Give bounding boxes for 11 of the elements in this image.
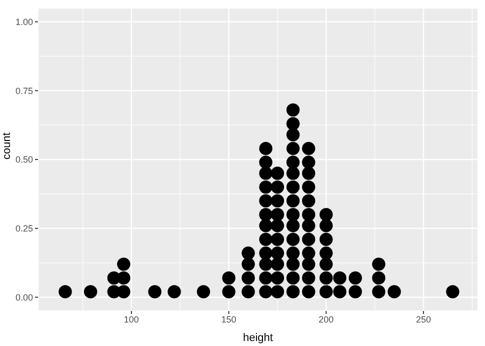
x-tick-label: 200 (318, 314, 334, 324)
x-axis-title: height (243, 332, 273, 344)
x-tick-label: 100 (124, 314, 139, 324)
y-tick-label: 0.25 (15, 224, 33, 234)
x-tick-label: 150 (221, 314, 236, 324)
y-axis-title: count (0, 132, 13, 160)
x-tick-label: 250 (416, 314, 431, 324)
y-tick-label: 1.00 (15, 16, 33, 27)
y-tick-label: 0.50 (15, 154, 33, 165)
y-tick-label: 0.75 (15, 86, 33, 96)
y-tick-label: 0.00 (15, 292, 33, 302)
